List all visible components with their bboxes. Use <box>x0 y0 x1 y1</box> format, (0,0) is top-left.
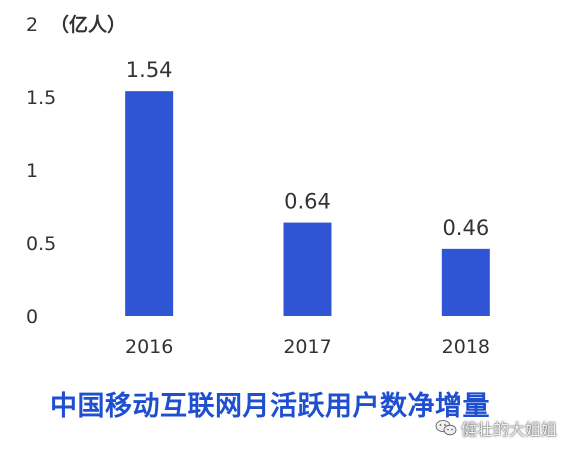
data-labels: 1.54 0.64 0.46 <box>126 58 489 240</box>
wechat-icon <box>435 420 457 436</box>
data-label-2018: 0.46 <box>442 216 489 240</box>
x-tick-label-2017: 2017 <box>283 336 331 358</box>
y-tick-label: 1 <box>26 160 38 182</box>
bars <box>125 91 490 316</box>
y-tick-label: 0.5 <box>26 233 56 255</box>
watermark-text: 健壮的大姐姐 <box>460 420 557 439</box>
y-tick-label: 1.5 <box>26 87 56 109</box>
bar-2016 <box>125 91 174 316</box>
x-tick-label-2016: 2016 <box>125 336 173 358</box>
y-axis: 0 0.5 1 1.5 2 <box>26 14 56 328</box>
data-label-2016: 1.54 <box>126 58 173 82</box>
bar-2017 <box>283 222 332 316</box>
x-tick-label-2018: 2018 <box>442 336 490 358</box>
x-axis: 2016 2017 2018 <box>125 336 490 358</box>
y-axis-unit-label: （亿人） <box>50 13 126 36</box>
y-tick-label: 0 <box>26 306 38 328</box>
bar-2018 <box>441 248 490 316</box>
watermark: 健壮的大姐姐 <box>435 416 557 440</box>
chart-title: 中国移动互联网月活跃用户数净增量 <box>50 391 490 422</box>
y-tick-label: 2 <box>26 14 38 36</box>
data-label-2017: 0.64 <box>284 190 331 214</box>
